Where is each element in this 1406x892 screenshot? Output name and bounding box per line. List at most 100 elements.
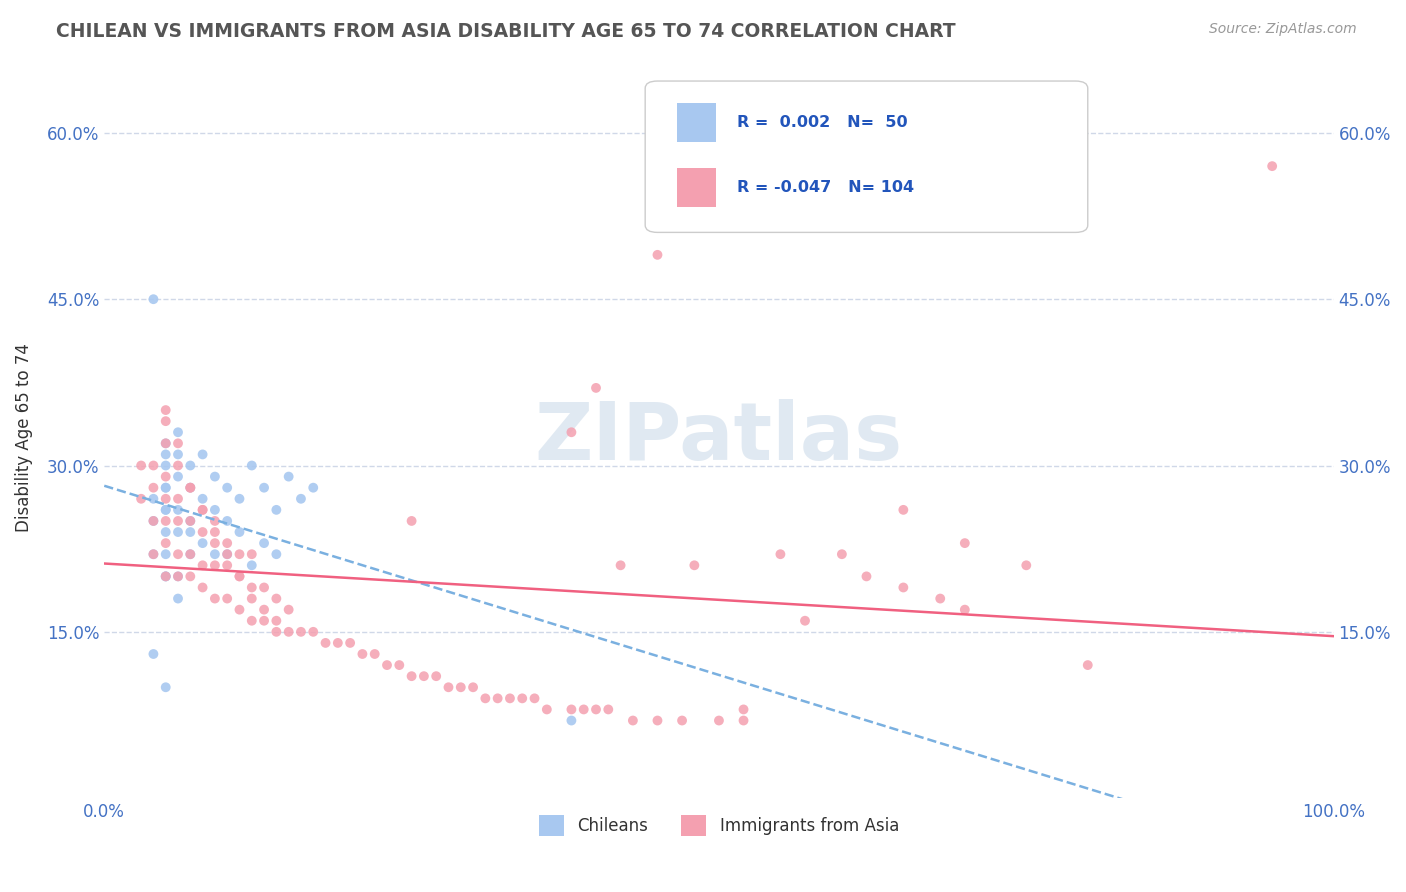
Point [339,636,361,650]
Point [560,702,582,716]
Bar [678,168,717,207]
Point [167,524,190,539]
Point [167,503,190,517]
Point [217,514,239,528]
Point [352,647,374,661]
Point [891,581,914,595]
Point [155,491,177,506]
Point [204,591,226,606]
Point [364,647,387,661]
Point [179,458,201,473]
Point [585,381,607,395]
Point [129,491,152,506]
Point [155,481,177,495]
Point [375,658,398,673]
Point [155,547,177,561]
Point [1077,658,1099,673]
Point [155,481,177,495]
Point [277,602,299,616]
Point [510,691,533,706]
Point [167,547,190,561]
Point [142,547,165,561]
Point [155,569,177,583]
Point [155,436,177,450]
Point [155,536,177,550]
Point [315,636,337,650]
Point [167,591,190,606]
Point [929,591,952,606]
Point [155,458,177,473]
Point [191,558,214,573]
Point [486,691,509,706]
Point [388,658,411,673]
Point [142,514,165,528]
Point [179,569,201,583]
Point [204,547,226,561]
Point [266,614,288,628]
Point [240,458,263,473]
Point [155,569,177,583]
Point [953,602,976,616]
Point [240,558,263,573]
Point [179,481,201,495]
Point [142,458,165,473]
Point [499,691,522,706]
Point [204,558,226,573]
Point [228,569,250,583]
Point [179,514,201,528]
Point [204,503,226,517]
Point [204,514,226,528]
Point [204,469,226,483]
Point [179,481,201,495]
Point [461,680,484,694]
Point [167,491,190,506]
Point [240,614,263,628]
Point [891,503,914,517]
Point [266,624,288,639]
Point [228,602,250,616]
Point [412,669,434,683]
Point [179,547,201,561]
Point [240,591,263,606]
Point [953,536,976,550]
Bar [678,103,717,143]
Point [142,547,165,561]
Point [142,292,165,306]
Point [1015,558,1038,573]
Point [277,469,299,483]
Point [204,524,226,539]
Point [240,581,263,595]
Point [683,558,706,573]
Point [560,425,582,440]
Point [204,536,226,550]
Point [326,636,349,650]
Point [425,669,447,683]
Point [217,547,239,561]
Point [598,702,620,716]
Point [155,447,177,461]
Point [560,714,582,728]
Point [572,702,595,716]
Point [707,714,730,728]
Y-axis label: Disability Age 65 to 74: Disability Age 65 to 74 [15,343,32,533]
Text: R =  0.002   N=  50: R = 0.002 N= 50 [737,115,908,130]
Point [191,491,214,506]
Point [769,547,792,561]
Point [179,481,201,495]
Point [228,569,250,583]
Point [167,569,190,583]
Point [277,624,299,639]
Point [217,558,239,573]
Point [253,602,276,616]
Point [142,647,165,661]
Point [609,558,631,573]
Point [179,524,201,539]
Point [167,436,190,450]
Point [167,569,190,583]
Point [142,514,165,528]
Point [217,591,239,606]
Point [155,414,177,428]
Text: Source: ZipAtlas.com: Source: ZipAtlas.com [1209,22,1357,37]
Point [142,491,165,506]
Point [253,614,276,628]
